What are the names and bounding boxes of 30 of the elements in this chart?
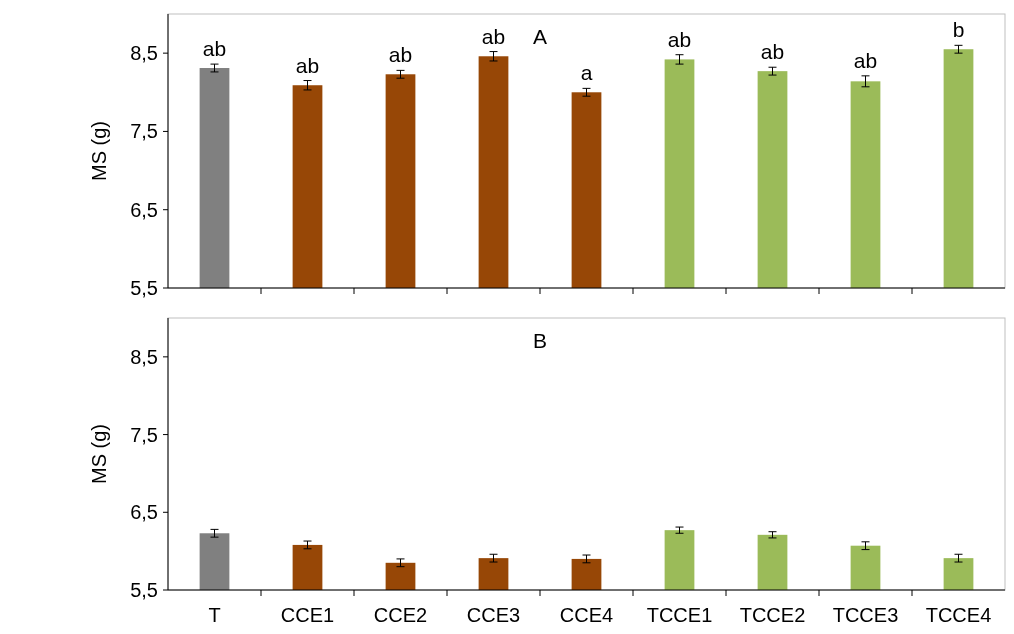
y-tick-label: 8,5 — [130, 345, 158, 368]
y-tick-label: 5,5 — [130, 579, 158, 601]
x-tick-label: TCCE2 — [739, 604, 806, 626]
y-tick-label: 6,5 — [130, 198, 158, 221]
y-axis-title: MS (g) — [88, 121, 110, 181]
x-tick-label: T — [208, 604, 221, 626]
annotation: ab — [667, 27, 692, 51]
y-tick-label: 5,5 — [130, 277, 158, 299]
annotation: ab — [295, 53, 320, 77]
x-tick-label: CCE4 — [559, 604, 614, 626]
annotation: ab — [202, 37, 227, 61]
y-tick-label: 6,5 — [130, 501, 158, 524]
annotation: ab — [760, 40, 785, 64]
x-tick-label: TCCE1 — [646, 604, 713, 626]
annotation: a — [580, 61, 593, 85]
annotation: ab — [853, 48, 878, 72]
x-tick-label: CCE3 — [466, 604, 521, 626]
annotation: ab — [481, 24, 506, 48]
y-axis-title: MS (g) — [88, 424, 110, 484]
text: B — [532, 329, 548, 352]
y-tick-label: 8,5 — [130, 42, 158, 65]
text: A — [532, 25, 548, 48]
x-tick-label: TCCE3 — [832, 604, 899, 626]
annotation: b — [952, 18, 965, 42]
y-tick-label: 7,5 — [130, 423, 158, 446]
x-tick-label: TCCE4 — [925, 604, 992, 626]
x-tick-label: CCE1 — [280, 604, 335, 626]
x-tick-label: CCE2 — [373, 604, 428, 626]
y-tick-label: 7,5 — [130, 120, 158, 143]
annotation: ab — [388, 43, 413, 67]
